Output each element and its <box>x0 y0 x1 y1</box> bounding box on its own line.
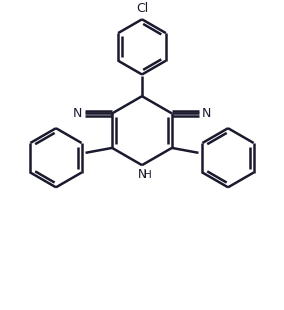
Text: N: N <box>138 168 146 181</box>
Text: N: N <box>201 107 211 120</box>
Text: Cl: Cl <box>136 2 148 16</box>
Text: N: N <box>73 107 83 120</box>
Text: H: H <box>144 170 152 180</box>
